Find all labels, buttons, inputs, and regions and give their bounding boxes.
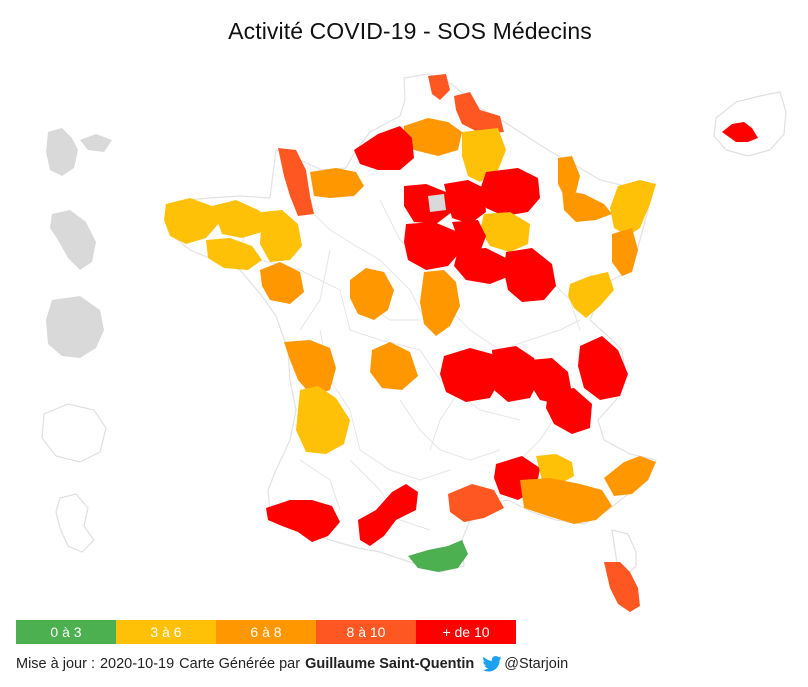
loire-department (492, 346, 540, 402)
guadeloupe-region (46, 128, 112, 176)
twitter-handle[interactable]: @Starjoin (504, 656, 569, 672)
aisne-department (462, 128, 506, 182)
generated-by-label: Carte Générée par (179, 656, 301, 672)
essonne-department (404, 222, 462, 270)
morbihan-department (206, 238, 262, 270)
reunion-region (41, 403, 107, 463)
aube-department (480, 212, 530, 252)
loir-cher-department (420, 270, 460, 336)
doubs-department (568, 272, 614, 318)
guyane-region (46, 296, 104, 358)
paris-inset (713, 91, 787, 157)
gironde-department (296, 386, 350, 454)
footer: Mise à jour : 2020-10-19 Carte Générée p… (16, 656, 568, 672)
val-oise-department (404, 184, 452, 224)
loiret-department (454, 248, 510, 284)
pas-de-calais-department (428, 74, 450, 100)
moselle-department (562, 190, 612, 222)
puy-dome-department (440, 348, 500, 402)
legend-item-6-8: 6 à 8 (216, 620, 316, 644)
pyrenees-orientales-department (408, 540, 468, 572)
ille-vilaine-department (260, 210, 302, 262)
overseas-territories (41, 128, 112, 553)
somme-department (404, 118, 462, 156)
legend-item-0-3: 0 à 3 (16, 620, 116, 644)
vosges-department (612, 228, 638, 276)
pyrenees-atlantiques-department (266, 500, 340, 542)
finistere-department (164, 198, 220, 244)
vendee-department (284, 340, 336, 396)
haute-vienne-department (370, 342, 418, 390)
haute-savoie-department (578, 336, 628, 400)
bas-rhin-department (610, 180, 656, 236)
herault-department (448, 484, 504, 522)
alpes-maritimes-department (604, 456, 656, 496)
loire-atlantique-department (260, 262, 304, 304)
calvados-department (310, 168, 364, 198)
manche-department (278, 148, 314, 216)
mayotte-region (55, 493, 95, 553)
sarthe-department (350, 268, 394, 320)
author-name: Guillaume Saint-Quentin (305, 656, 475, 672)
paris-department (722, 122, 758, 142)
bouches-rhone-department (536, 454, 574, 484)
seine-marne-department (452, 220, 486, 252)
oise-department (444, 180, 486, 224)
meuse-department (558, 156, 580, 200)
legend-item-8-10: 8 à 10 (316, 620, 416, 644)
isere-department (546, 388, 592, 434)
cotes-armor-department (212, 200, 270, 238)
update-label: Mise à jour : (16, 656, 95, 672)
legend-item-10-plus: + de 10 (416, 620, 516, 644)
martinique-region (50, 210, 96, 270)
corse-department (604, 562, 640, 612)
map-title: Activité COVID-19 - SOS Médecins (228, 18, 592, 44)
cote-or-department (504, 248, 556, 302)
department-fills (164, 74, 656, 612)
legend-item-3-6: 3 à 6 (116, 620, 216, 644)
paris-center-department (428, 194, 446, 212)
var-department (520, 478, 612, 524)
color-legend: 0 à 3 3 à 6 6 à 8 8 à 10 + de 10 (16, 620, 516, 644)
update-date: 2020-10-19 (99, 656, 175, 672)
department-borders (239, 199, 581, 531)
paris-inset-outline (713, 91, 787, 157)
nord-department (454, 92, 504, 134)
marne-department (480, 168, 540, 216)
haute-garonne-department (358, 484, 418, 546)
twitter-bird-icon (482, 656, 502, 672)
seine-maritime-department (354, 126, 414, 170)
